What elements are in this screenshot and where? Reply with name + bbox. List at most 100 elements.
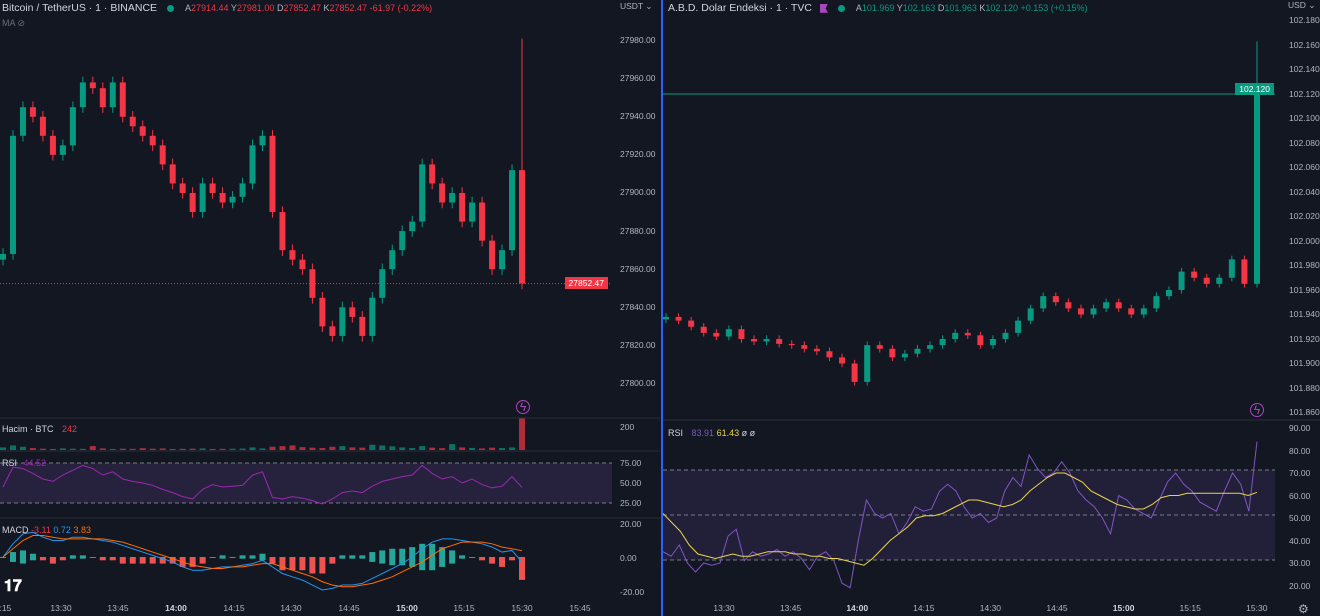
- volume-bar: [389, 446, 396, 450]
- volume-bar: [469, 447, 476, 450]
- rsi-axis-tick: 75.00: [620, 458, 642, 468]
- candle: [399, 231, 406, 251]
- candle: [469, 202, 476, 222]
- symbol-title[interactable]: A.B.D. Dolar Endeksi · 1 · TVC: [668, 2, 812, 14]
- macd-histogram-bar: [69, 555, 76, 559]
- price-axis-tick: 27940.00: [620, 111, 656, 122]
- volume-bar: [509, 447, 516, 450]
- candle: [369, 297, 376, 336]
- candle: [439, 183, 446, 203]
- candle: [0, 253, 6, 260]
- price-axis-tick: 102.040: [1289, 186, 1320, 197]
- macd-histogram-bar: [139, 557, 146, 564]
- flag-icon[interactable]: [819, 3, 828, 13]
- macd-histogram-bar: [239, 555, 246, 559]
- macd-histogram-bar: [429, 543, 436, 571]
- volume-bar: [159, 448, 166, 450]
- market-open-icon: [837, 4, 845, 12]
- candle: [69, 107, 76, 146]
- candle: [738, 329, 745, 339]
- macd-histogram-bar: [509, 557, 516, 561]
- currency-selector[interactable]: USDT ⌄: [620, 1, 653, 11]
- volume-bar: [419, 446, 426, 450]
- volume-bar: [239, 448, 246, 450]
- time-axis-tick: 13:30: [50, 603, 72, 613]
- macd-line: [2, 531, 523, 591]
- candle: [449, 192, 456, 203]
- candle: [299, 259, 306, 270]
- candle: [29, 107, 36, 117]
- macd-histogram-bar: [399, 548, 406, 566]
- volume-bar: [309, 447, 316, 450]
- candle: [159, 145, 166, 165]
- candle: [901, 353, 908, 358]
- eye-hidden-icon[interactable]: ⊘: [17, 18, 26, 28]
- rsi-legend[interactable]: RSI 83.91 61.43 ø ø: [668, 428, 756, 438]
- currency-selector[interactable]: USD ⌄: [1288, 0, 1316, 10]
- volume-bar: [249, 447, 256, 450]
- volume-bar: [139, 448, 146, 450]
- candle: [239, 183, 246, 197]
- macd-histogram-bar: [519, 557, 525, 580]
- candle: [209, 183, 216, 193]
- symbol-title[interactable]: Bitcoin / TetherUS · 1 · BINANCE: [2, 2, 158, 14]
- volume-bar: [169, 448, 176, 450]
- active-pane-divider[interactable]: [661, 0, 663, 616]
- lightning-icon[interactable]: ϟ: [516, 400, 530, 414]
- candle: [1090, 308, 1097, 315]
- price-axis-tick: 101.940: [1289, 309, 1320, 319]
- rsi-legend[interactable]: RSI 44.52: [2, 458, 47, 468]
- volume-legend[interactable]: Hacim · BTC 242: [2, 424, 78, 434]
- macd-histogram-bar: [359, 555, 366, 559]
- ohlc-values: A101.969 Y102.163 D101.963 K102.120 +0.1…: [855, 3, 1088, 13]
- candle: [1015, 320, 1022, 333]
- candle: [429, 164, 436, 184]
- last-price-label: 102.120: [1235, 83, 1274, 95]
- macd-histogram-bar: [369, 552, 376, 562]
- candle: [1140, 308, 1147, 315]
- volume-bar: [429, 447, 436, 450]
- macd-histogram-bar: [159, 557, 166, 564]
- tradingview-logo[interactable]: 𝟏𝟕: [4, 578, 22, 595]
- price-axis-tick: 102.140: [1289, 64, 1320, 74]
- volume-bar: [279, 446, 286, 450]
- macd-histogram-bar: [189, 557, 196, 567]
- candle: [289, 250, 296, 260]
- macd-histogram-bar: [29, 553, 36, 561]
- candle: [763, 339, 770, 342]
- candle: [839, 357, 846, 364]
- macd-histogram-bar: [489, 557, 496, 564]
- volume-bar: [79, 448, 86, 450]
- candle: [409, 221, 416, 232]
- lightning-icon[interactable]: ϟ: [1250, 403, 1264, 417]
- rsi-axis-tick: 80.00: [1289, 445, 1311, 456]
- candle: [1203, 277, 1210, 284]
- macd-legend[interactable]: MACD -3.11 0.72 3.83: [2, 525, 91, 535]
- candle: [914, 348, 921, 354]
- macd-histogram-bar: [109, 557, 116, 561]
- macd-histogram-bar: [19, 550, 26, 564]
- macd-histogram-bar: [439, 547, 446, 567]
- volume-bar: [0, 447, 6, 450]
- macd-histogram-bar: [349, 555, 356, 559]
- macd-histogram-bar: [39, 557, 46, 561]
- price-axis-tick: 27840.00: [620, 301, 656, 312]
- price-axis-tick: 101.900: [1289, 358, 1320, 368]
- volume-bar: [459, 447, 466, 450]
- candle: [89, 82, 96, 89]
- ma-indicator-legend[interactable]: MA ⊘: [2, 18, 26, 28]
- volume-bar: [109, 448, 116, 450]
- candle: [19, 107, 26, 136]
- candle: [509, 170, 516, 251]
- candle: [279, 212, 286, 251]
- candle: [1165, 290, 1172, 297]
- candle: [459, 192, 466, 222]
- settings-gear-icon[interactable]: ⚙: [1298, 602, 1309, 616]
- candle: [129, 116, 136, 127]
- candle: [189, 192, 196, 213]
- volume-bar: [209, 448, 216, 450]
- volume-bar: [39, 448, 46, 450]
- rsi-axis-tick: 50.00: [1289, 513, 1311, 523]
- candle: [169, 164, 176, 184]
